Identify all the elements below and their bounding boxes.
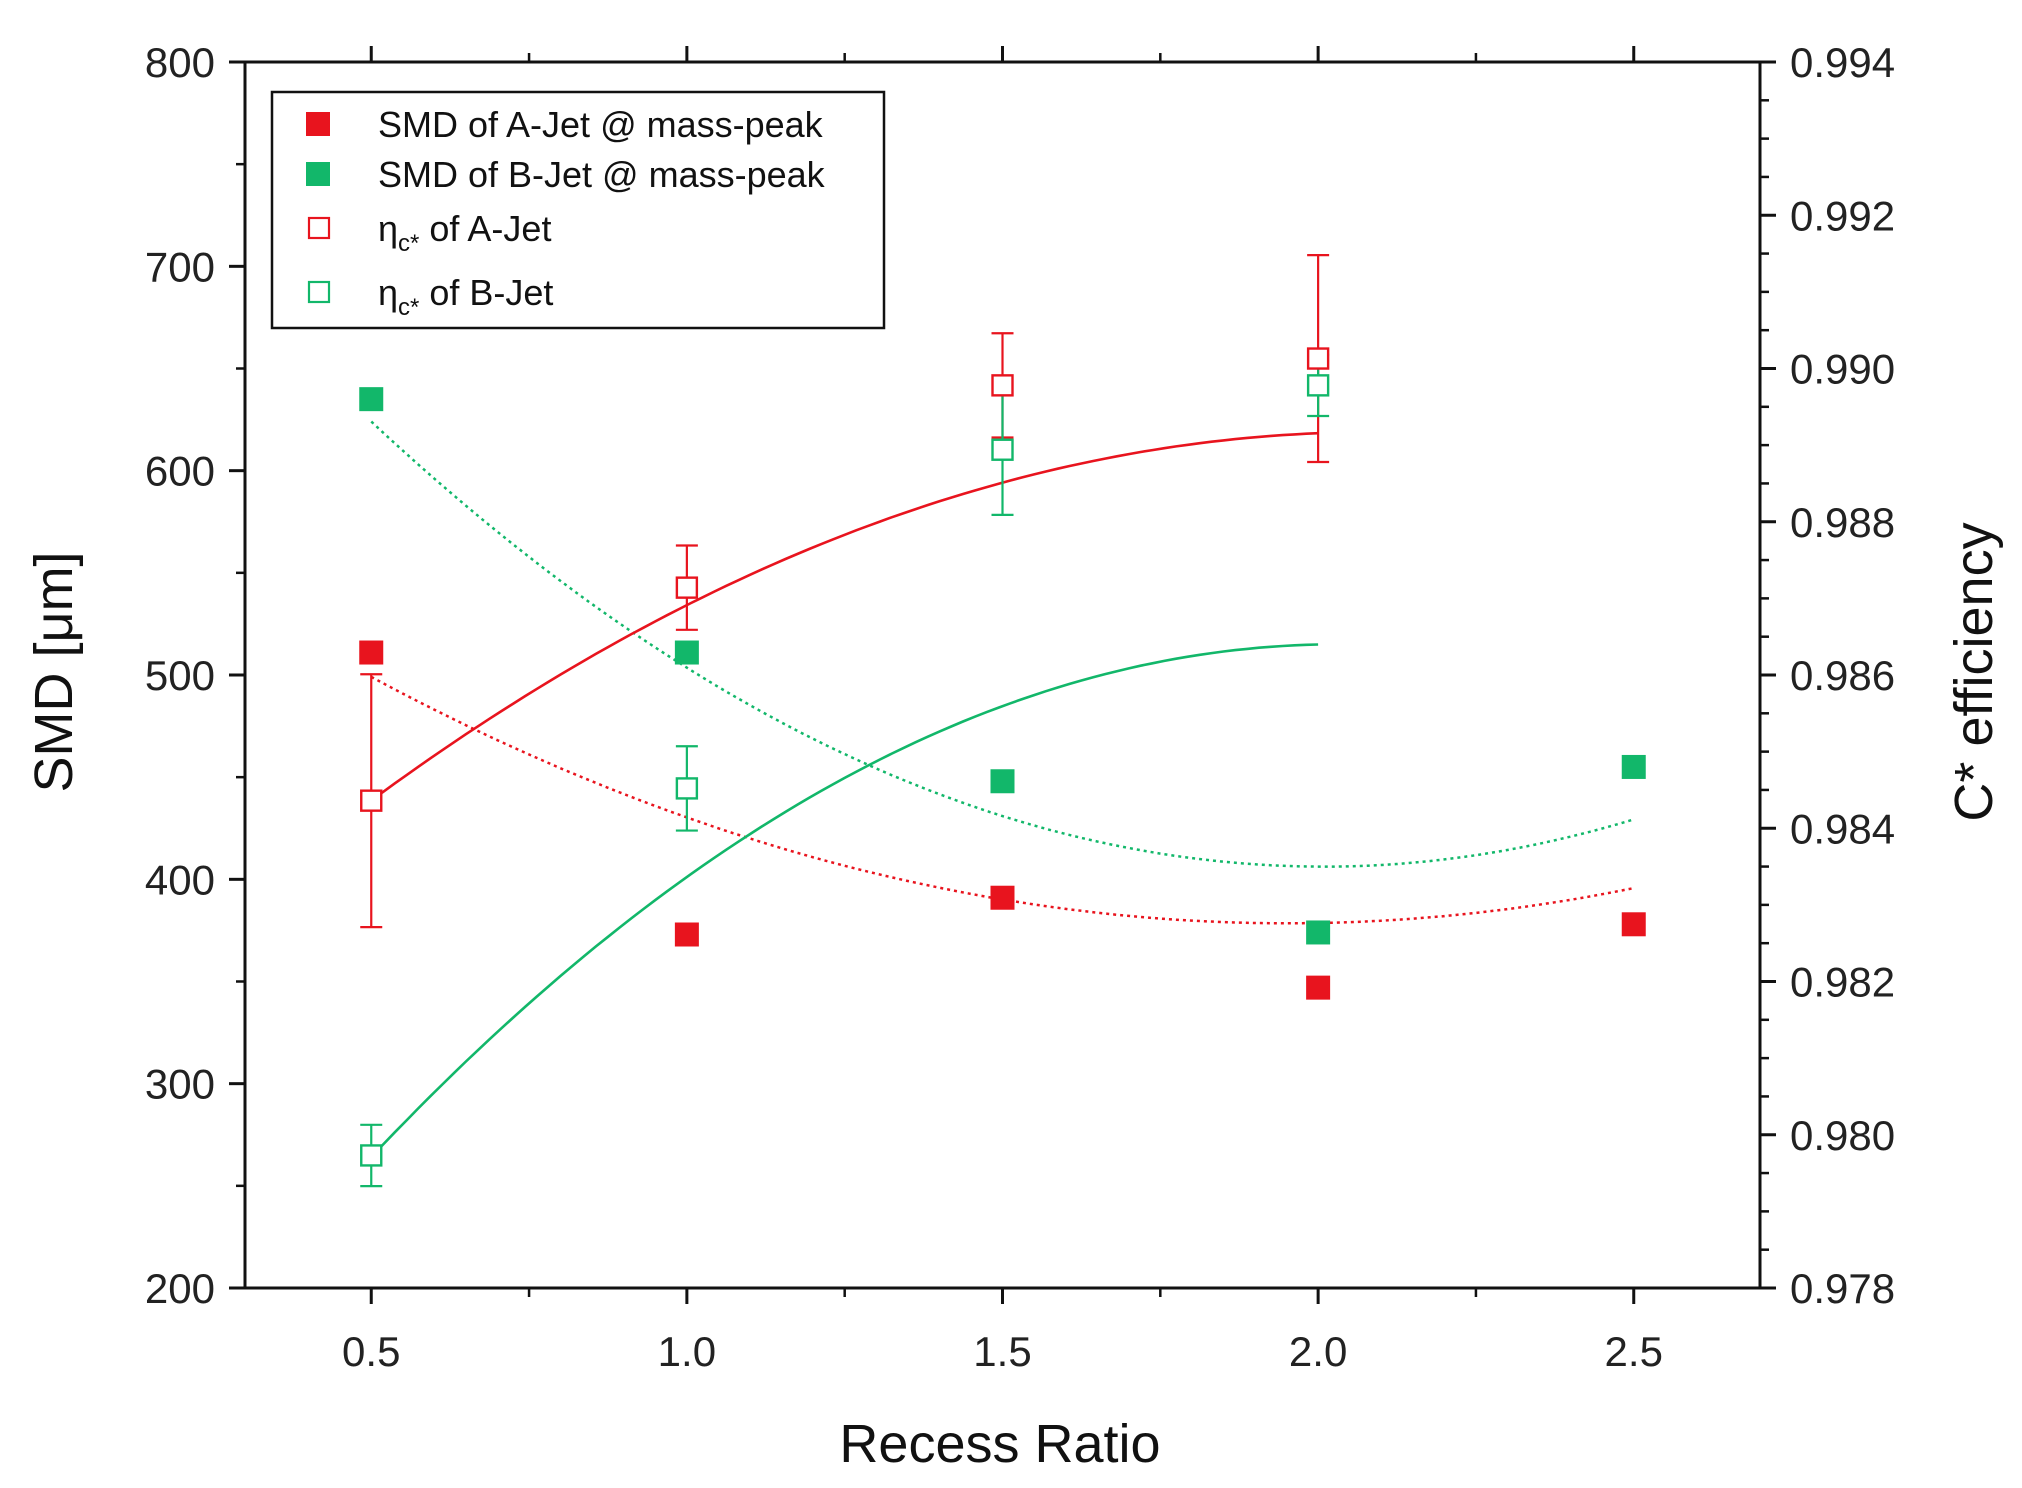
legend-filled-square-marker: [306, 112, 330, 136]
y-axis-left-title: SMD [μm]: [24, 551, 84, 792]
filled-square-marker: [674, 640, 699, 665]
filled-square-marker: [990, 769, 1015, 794]
y-axis-left: 200 300 400 500 600 700 800: [145, 39, 245, 1312]
filled-square-marker: [359, 387, 384, 412]
y-left-tick-label: 500: [145, 652, 215, 699]
filled-square-marker: [674, 922, 699, 947]
legend-filled-square-marker: [306, 162, 330, 186]
legend-label-part: c*: [398, 294, 419, 321]
y-left-tick-label: 200: [145, 1265, 215, 1312]
fit-curve: [370, 643, 1319, 1158]
y-right-tick-label: 0.982: [1790, 959, 1895, 1006]
x-tick-label: 0.5: [342, 1328, 400, 1375]
fit-curve: [370, 431, 1319, 802]
x-axis-title: Recess Ratio: [839, 1414, 1160, 1474]
data-markers: [359, 347, 1646, 1167]
legend-open-square-marker: [307, 216, 331, 240]
legend-label-part: of A-Jet: [419, 208, 551, 249]
open-square-marker: [991, 374, 1014, 397]
filled-square-marker: [1621, 912, 1646, 937]
y-axis-right: 0.978 0.980 0.982 0.984 0.986 0.988 0.990 0.992…: [1760, 39, 1895, 1312]
legend-label-part: η: [378, 272, 398, 313]
y-right-tick-label: 0.992: [1790, 192, 1895, 239]
y-left-tick-label: 300: [145, 1061, 215, 1108]
open-square-marker: [1306, 347, 1330, 370]
legend-label: SMD of A-Jet @ mass-peak: [378, 104, 824, 145]
y-right-tick-label: 0.994: [1790, 39, 1895, 86]
legend-label-part: c*: [398, 230, 419, 257]
y-right-tick-label: 0.990: [1790, 346, 1895, 393]
filled-square-marker: [1306, 920, 1331, 945]
filled-square-marker: [359, 640, 384, 665]
legend: SMD of A-Jet @ mass-peak SMD of B-Jet @ m…: [270, 90, 886, 330]
y-left-tick-label: 800: [145, 39, 215, 86]
legend-label-part: of B-Jet: [419, 272, 553, 313]
legend-label-part: SMD of A-Jet @ mass-peak: [378, 104, 824, 145]
y-left-tick-label: 600: [145, 448, 215, 495]
y-right-tick-label: 0.980: [1790, 1112, 1895, 1159]
open-square-marker: [1306, 374, 1330, 397]
y-right-tick-label: 0.986: [1790, 652, 1895, 699]
fit-curve: [370, 420, 1635, 868]
open-square-marker: [360, 1144, 383, 1167]
x-tick-label: 2.0: [1289, 1328, 1347, 1375]
filled-square-marker: [1306, 975, 1331, 1000]
y-axis-right-title: C* efficiency: [1944, 522, 2004, 821]
legend-label: ηc* of B-Jet: [378, 272, 553, 321]
open-square-marker: [991, 438, 1014, 461]
x-tick-label: 1.5: [973, 1328, 1031, 1375]
y-left-tick-label: 400: [145, 856, 215, 903]
y-right-tick-label: 0.984: [1790, 805, 1895, 852]
y-right-tick-label: 0.988: [1790, 499, 1895, 546]
open-square-marker: [360, 789, 383, 812]
x-axis: 0.5 1.0 1.5 2.0 2.5: [342, 46, 1663, 1375]
legend-open-square-marker: [307, 280, 331, 304]
y-right-tick-label: 0.978: [1790, 1265, 1895, 1312]
filled-square-marker: [1621, 754, 1646, 779]
legend-label-part: η: [378, 208, 398, 249]
legend-label: ηc* of A-Jet: [378, 208, 551, 257]
x-tick-label: 2.5: [1605, 1328, 1663, 1375]
legend-label-part: SMD of B-Jet @ mass-peak: [378, 154, 826, 195]
legend-box: [270, 90, 886, 330]
open-square-marker: [675, 777, 699, 800]
x-tick-label: 1.0: [658, 1328, 716, 1375]
open-square-marker: [675, 576, 699, 599]
legend-label: SMD of B-Jet @ mass-peak: [378, 154, 826, 195]
y-left-tick-label: 700: [145, 243, 215, 290]
filled-square-marker: [990, 885, 1015, 910]
